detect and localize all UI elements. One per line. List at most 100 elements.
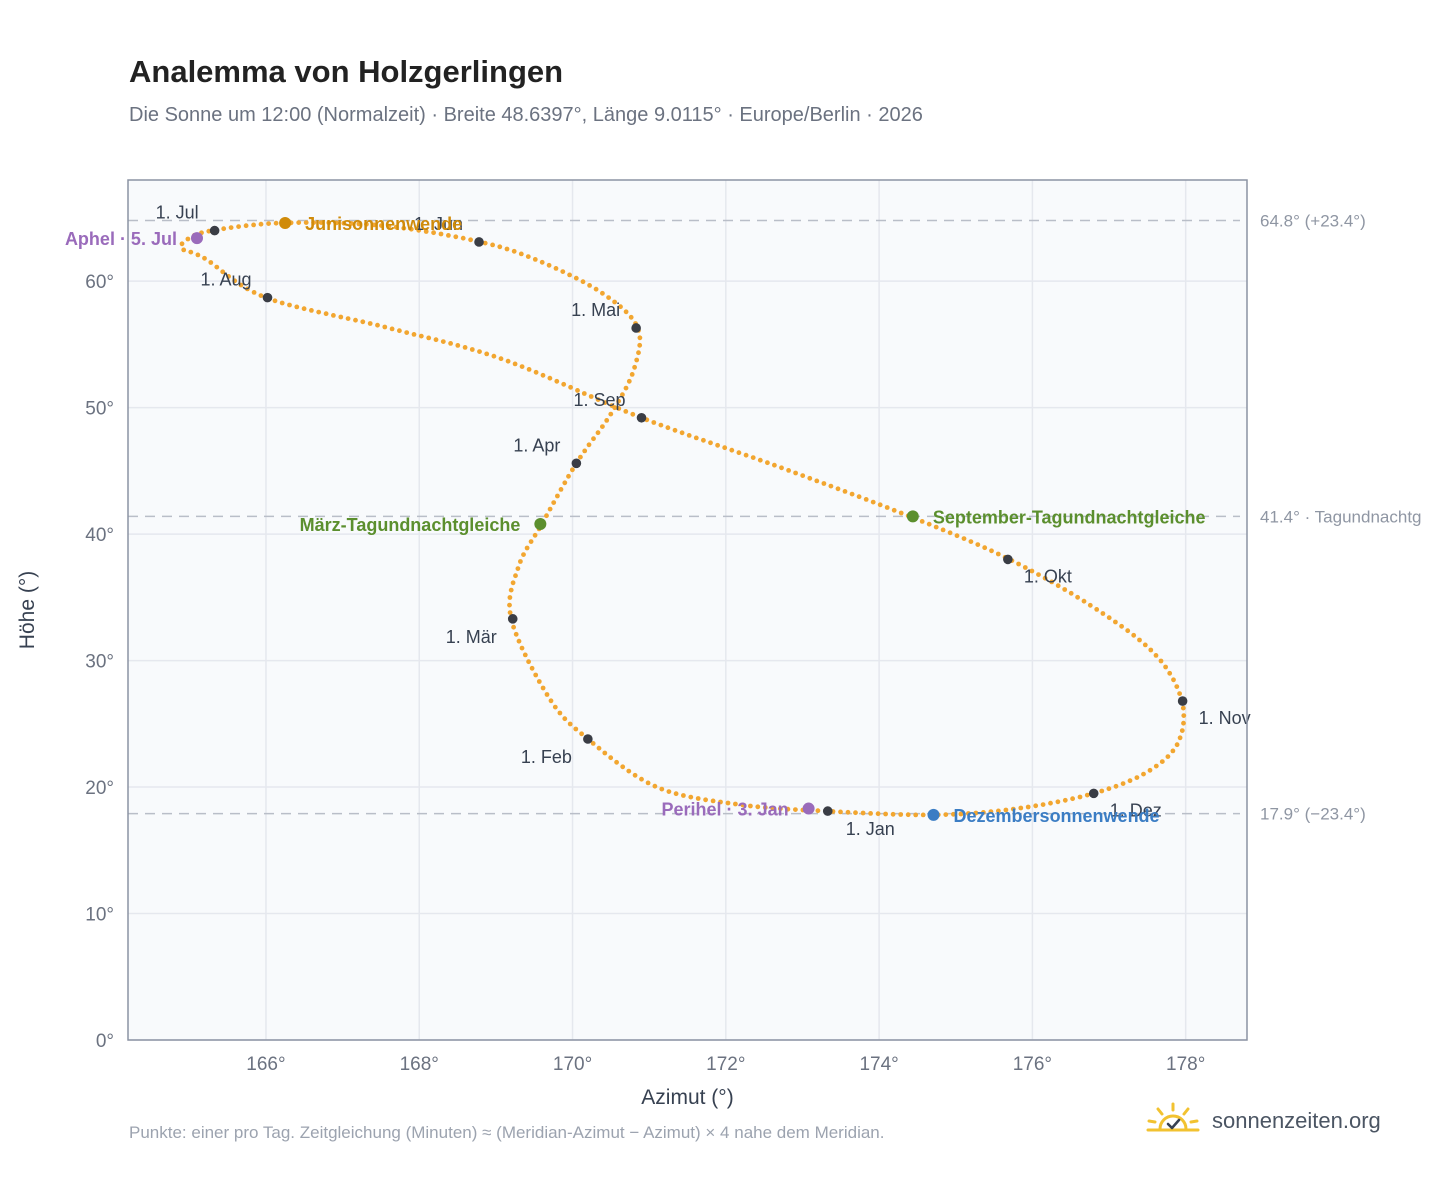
daily-sun-point <box>632 772 638 778</box>
daily-sun-point <box>566 473 571 479</box>
daily-sun-point <box>382 324 388 330</box>
daily-sun-point <box>779 465 784 471</box>
daily-sun-point <box>975 542 981 547</box>
event-marker <box>802 802 815 815</box>
daily-sun-point <box>273 220 279 226</box>
daily-sun-point <box>1100 611 1106 616</box>
page-subtitle: Die Sonne um 12:00 (Normalzeit) · Breite… <box>129 104 923 126</box>
daily-sun-point <box>484 351 490 357</box>
daily-sun-point <box>505 358 511 364</box>
daily-sun-point <box>529 665 535 671</box>
y-tick-label: 10° <box>85 905 114 926</box>
brand[interactable]: sonnenzeiten.org <box>1146 1102 1381 1139</box>
daily-sun-point <box>1142 642 1148 648</box>
daily-sun-point <box>185 236 191 242</box>
month-label: 1. Jan <box>846 819 895 839</box>
daily-sun-point <box>623 309 629 315</box>
daily-sun-point <box>913 812 919 818</box>
daily-sun-point <box>679 430 685 436</box>
daily-sun-point <box>438 231 444 237</box>
daily-sun-point <box>595 397 601 402</box>
daily-sun-point <box>423 229 429 234</box>
month-marker <box>507 614 518 624</box>
daily-sun-point <box>507 610 513 615</box>
daily-sun-point <box>919 519 925 524</box>
month-label: 1. Jul <box>156 203 199 223</box>
daily-sun-point <box>1029 568 1035 574</box>
daily-sun-point <box>1125 628 1131 634</box>
x-tick-label: 174° <box>859 1054 898 1075</box>
daily-sun-point <box>842 489 848 494</box>
daily-sun-point <box>1055 799 1061 805</box>
daily-sun-point <box>1062 797 1068 803</box>
daily-sun-point <box>554 378 560 384</box>
plot-frame <box>127 179 1248 1041</box>
daily-sun-point <box>793 807 798 812</box>
daily-sun-point <box>296 220 302 226</box>
daily-sun-point <box>626 378 632 384</box>
daily-sun-point <box>521 552 526 557</box>
daily-sun-point <box>1148 647 1154 653</box>
daily-sun-point <box>1171 677 1176 683</box>
daily-sun-point <box>1179 728 1185 733</box>
daily-sun-point <box>462 345 468 350</box>
daily-sun-point <box>943 812 949 817</box>
event-label: März-Tagundnachtgleiche <box>300 515 521 535</box>
daily-sun-point <box>632 364 637 370</box>
month-marker <box>262 292 273 303</box>
daily-sun-point <box>519 364 525 369</box>
daily-sun-point <box>188 249 194 255</box>
daily-sun-point <box>750 455 756 460</box>
daily-sun-point <box>379 223 384 229</box>
month-marker <box>571 458 582 469</box>
daily-sun-point <box>748 803 753 809</box>
daily-sun-point <box>228 225 234 231</box>
daily-sun-point <box>548 698 554 704</box>
daily-sun-point <box>389 326 395 332</box>
daily-sun-point <box>567 721 573 727</box>
daily-sun-point <box>608 411 614 417</box>
daily-sun-point <box>629 372 635 377</box>
daily-sun-point <box>1137 637 1142 643</box>
daily-sun-point <box>579 731 584 737</box>
daily-sun-point <box>404 330 410 335</box>
x-tick-label: 168° <box>400 1054 439 1075</box>
reference-line-label: 41.4° · Tagundnachtg <box>1260 507 1422 526</box>
daily-sun-point <box>540 372 546 378</box>
daily-sun-point <box>367 321 373 326</box>
daily-sun-point <box>860 810 866 816</box>
month-label: 1. Mai <box>571 300 620 320</box>
event-label: Junisonnenwende <box>305 214 462 234</box>
daily-sun-point <box>553 266 559 271</box>
daily-sun-point <box>821 481 827 486</box>
daily-sun-point <box>1153 653 1159 658</box>
daily-sun-point <box>672 427 678 433</box>
x-tick-label: 176° <box>1013 1054 1052 1075</box>
daily-sun-point <box>1022 565 1028 570</box>
daily-sun-point <box>1131 632 1137 638</box>
daily-sun-point <box>181 247 187 253</box>
daily-sun-point <box>418 333 424 339</box>
month-marker <box>1177 696 1188 706</box>
daily-sun-point <box>1120 781 1126 786</box>
daily-sun-point <box>595 430 601 436</box>
daily-sun-point <box>1048 800 1053 806</box>
daily-sun-point <box>920 812 926 818</box>
daily-sun-point <box>1153 763 1159 769</box>
event-marker <box>906 510 919 523</box>
daily-sun-point <box>532 532 538 538</box>
daily-sun-point <box>651 420 657 425</box>
daily-sun-point <box>996 808 1001 814</box>
brand-name[interactable]: sonnenzeiten.org <box>1212 1107 1381 1133</box>
daily-sun-point <box>220 269 226 275</box>
daily-sun-point <box>1177 735 1183 741</box>
daily-sun-point <box>608 755 614 761</box>
daily-sun-point <box>411 332 417 337</box>
daily-sun-point <box>1055 583 1061 589</box>
daily-sun-point <box>736 450 742 456</box>
daily-sun-point <box>708 440 713 446</box>
daily-sun-point <box>547 375 553 381</box>
y-tick-label: 60° <box>85 272 114 293</box>
daily-sun-point <box>1040 802 1046 807</box>
daily-sun-point <box>961 536 967 541</box>
